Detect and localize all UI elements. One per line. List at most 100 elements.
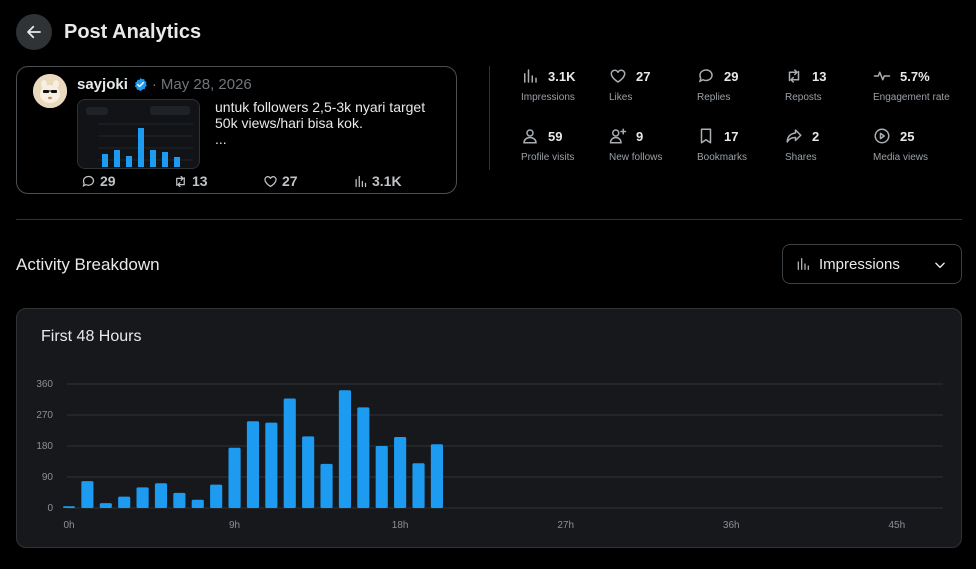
y-tick-label: 180 xyxy=(36,441,53,452)
chart-bar[interactable] xyxy=(394,437,407,508)
chart-bar[interactable] xyxy=(246,421,260,508)
post-text: untuk followers 2,5-3k nyari target 50k … xyxy=(215,99,450,147)
metric-value: 2 xyxy=(812,128,820,144)
metric-value: 27 xyxy=(636,68,651,84)
post-reposts[interactable]: 13 xyxy=(173,173,208,189)
metric-engagement-rate[interactable]: 5.7% Engagement rate xyxy=(873,66,950,104)
page-title: Post Analytics xyxy=(64,20,202,43)
play-icon xyxy=(874,128,890,144)
dropdown-selected-value: Impressions xyxy=(819,255,900,273)
x-tick-label: 18h xyxy=(392,520,409,531)
person-add-icon xyxy=(609,128,627,144)
chart-bar[interactable] xyxy=(81,481,94,508)
post-views[interactable]: 3.1K xyxy=(353,173,402,189)
metric-replies[interactable]: 29 Replies xyxy=(697,66,738,104)
post-views-count: 3.1K xyxy=(372,173,402,189)
post-replies-count: 29 xyxy=(100,173,116,189)
reply-icon xyxy=(698,69,713,83)
share-icon xyxy=(786,129,802,143)
post-reposts-count: 13 xyxy=(192,173,208,189)
chart-bar[interactable] xyxy=(228,447,241,508)
repost-icon xyxy=(176,175,185,187)
chart-bar[interactable] xyxy=(99,503,112,508)
x-tick-label: 45h xyxy=(888,520,905,531)
heart-icon xyxy=(610,69,626,83)
chart-bar[interactable] xyxy=(154,483,168,508)
avatar[interactable] xyxy=(33,74,67,108)
metric-value: 9 xyxy=(636,128,644,144)
metric-value: 3.1K xyxy=(548,68,576,84)
metric-media-views[interactable]: 25 Media views xyxy=(873,126,928,163)
chart-bar[interactable] xyxy=(265,422,278,508)
chart-bar[interactable] xyxy=(357,407,370,508)
person-icon xyxy=(523,129,537,144)
back-button[interactable] xyxy=(16,14,52,50)
heart-icon xyxy=(264,175,277,187)
date-separator: · xyxy=(151,76,157,93)
metric-reposts[interactable]: 13 Reposts xyxy=(785,66,827,104)
chart-bar[interactable] xyxy=(118,496,131,508)
chart-bar[interactable] xyxy=(302,436,315,508)
post-likes[interactable]: 27 xyxy=(263,173,298,189)
metric-label: Reposts xyxy=(785,92,822,103)
x-tick-label: 36h xyxy=(723,520,740,531)
post-text-line: 50k views/hari bisa kok. xyxy=(215,115,363,131)
metric-likes[interactable]: 27 Likes xyxy=(609,66,651,104)
chart-bar[interactable] xyxy=(283,398,296,508)
metric-label: Replies xyxy=(697,92,731,103)
post-replies[interactable]: 29 xyxy=(81,173,116,189)
bar-chart-icon xyxy=(797,258,809,270)
bar-chart-icon xyxy=(355,175,367,187)
chart-bar[interactable] xyxy=(430,444,443,508)
reply-icon xyxy=(82,175,95,187)
metric-value: 59 xyxy=(548,128,563,144)
metric-shares[interactable]: 2 Shares xyxy=(785,126,820,164)
y-tick-label: 360 xyxy=(36,379,53,390)
metric-value: 25 xyxy=(900,128,915,144)
activity-breakdown-title: Activity Breakdown xyxy=(16,255,160,274)
chart-bar[interactable] xyxy=(210,484,223,508)
chart-bar[interactable] xyxy=(136,487,149,508)
chart-title: First 48 Hours xyxy=(41,328,142,345)
repost-icon xyxy=(788,69,800,83)
chart-bar[interactable] xyxy=(191,499,204,508)
x-tick-label: 27h xyxy=(557,520,574,531)
pulse-icon xyxy=(873,71,891,81)
post-date: May 28, 2026 xyxy=(160,76,252,93)
arrow-left-icon xyxy=(27,25,41,39)
metric-new-follows[interactable]: 9 New follows xyxy=(609,126,662,163)
chart-bar[interactable] xyxy=(320,463,333,508)
metric-profile-visits[interactable]: 59 Profile visits xyxy=(521,126,575,164)
post-likes-count: 27 xyxy=(282,173,298,189)
section-divider xyxy=(16,219,962,220)
post-media-thumbnail[interactable] xyxy=(77,99,200,169)
metric-dropdown[interactable]: Impressions xyxy=(782,244,962,284)
bookmark-icon xyxy=(700,128,712,144)
x-tick-label: 0h xyxy=(63,520,74,531)
chart-bar[interactable] xyxy=(412,463,425,508)
chart-bar[interactable] xyxy=(338,390,352,508)
chart-bar[interactable] xyxy=(375,446,388,508)
author-name[interactable]: sayjoki xyxy=(77,76,128,93)
metric-value: 17 xyxy=(724,128,739,144)
metric-bookmarks[interactable]: 17 Bookmarks xyxy=(697,126,747,163)
metric-impressions[interactable]: 3.1K Impressions xyxy=(521,66,576,104)
metric-value: 13 xyxy=(812,68,827,84)
metric-label: New follows xyxy=(609,152,663,163)
metric-label: Likes xyxy=(609,92,633,103)
metric-value: 5.7% xyxy=(900,68,930,84)
thumbnail-chart-image xyxy=(78,100,199,168)
metric-label: Profile visits xyxy=(521,152,575,163)
chart-bar[interactable] xyxy=(62,506,76,508)
page-header: Post Analytics xyxy=(16,14,201,50)
vertical-divider xyxy=(489,66,490,170)
chevron-down-icon xyxy=(935,262,945,269)
post-card[interactable]: sayjoki · May 28, 2026 untuk followers 2… xyxy=(16,66,457,194)
bar-chart-icon xyxy=(524,69,537,83)
chart-card: First 48 Hours 0 90 180 270 360 0h 9h 18h 27h 36h… xyxy=(16,308,962,548)
metric-label: Media views xyxy=(873,152,929,163)
chart-bar[interactable] xyxy=(173,492,186,508)
y-tick-label: 0 xyxy=(47,503,53,514)
verified-badge-icon xyxy=(134,77,147,92)
post-text-ellipsis: ... xyxy=(215,131,227,147)
